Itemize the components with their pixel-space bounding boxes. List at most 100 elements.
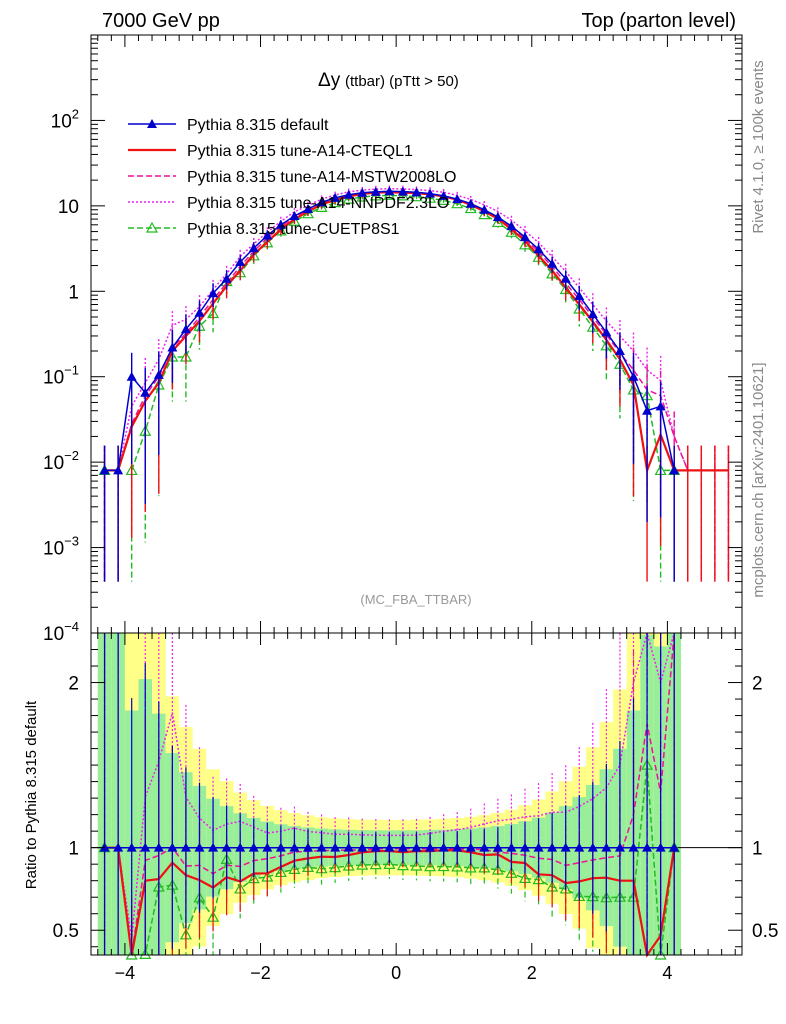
series-4-ratio-point (369, 858, 382, 870)
series-0-point (316, 197, 327, 207)
series-0-point (492, 212, 503, 222)
series-0-point (113, 465, 124, 475)
analysis-watermark: (MC_FBA_TTBAR) (360, 592, 471, 607)
series-0-ratio-point (560, 842, 571, 852)
series-0-point (425, 188, 436, 198)
x-tick-label: 4 (662, 963, 672, 983)
ratio-y-tick-label-left: 2 (68, 674, 79, 695)
series-0-point (587, 309, 598, 319)
series-0-point (411, 187, 422, 197)
series-4-point (451, 197, 464, 209)
series-0-ratio-point (126, 842, 137, 852)
series-0-ratio-point (655, 842, 666, 852)
series-0-ratio-point (262, 842, 273, 852)
series-0-ratio-point (492, 842, 503, 852)
main-plot-panel (98, 185, 730, 582)
series-4-ratio-point (139, 948, 152, 959)
series-0-ratio-point (479, 842, 490, 852)
legend: Pythia 8.315 default Pythia 8.315 tune-A1… (128, 117, 456, 238)
series-4-ratio-point (383, 858, 396, 870)
legend-marker (147, 119, 157, 128)
x-tick-label: 0 (391, 963, 401, 983)
series-0-point (140, 387, 151, 397)
x-tick-label: −4 (115, 963, 136, 983)
series-4-ratio-point (451, 860, 464, 872)
series-0-ratio-point (194, 842, 205, 852)
series-0-point (642, 405, 653, 415)
legend-entry: Pythia 8.315 tune-CUETP8S1 (187, 221, 400, 238)
plot-axes: −4 −2 0 2 4 10−4 10−3 10−2 10−1 1 10 102 0.5 0.5 1 1 2 2 (43, 34, 778, 983)
series-0-point (533, 244, 544, 254)
series-1-main (103, 188, 730, 582)
series-0-ratio-point (547, 842, 558, 852)
series-0-ratio-point (303, 842, 313, 852)
series-4-ratio-point (410, 859, 423, 871)
series-0-ratio-point (601, 842, 612, 852)
ratio-y-tick-label-right: 2 (752, 674, 763, 695)
series-2-main (103, 188, 730, 582)
series-0-point (221, 273, 232, 283)
series-0-ratio-point (452, 842, 463, 852)
series-0-point (452, 194, 463, 204)
series-0-point (628, 371, 639, 381)
series-0-ratio-point (370, 842, 381, 852)
series-0-point (343, 189, 354, 199)
ratio-y-tick-label-right: 1 (752, 839, 763, 860)
series-0-ratio-point (167, 842, 178, 852)
series-4-point (464, 202, 477, 214)
series-4-point (424, 191, 437, 203)
series-0-point (262, 230, 273, 240)
series-0-point (248, 243, 259, 253)
series-0-point (289, 211, 300, 221)
series-0-ratio-point (397, 842, 408, 852)
series-0-point (194, 307, 205, 317)
series-0-point (438, 190, 449, 200)
series-0-point (208, 288, 219, 298)
ratio-y-axis-label: Ratio to Pythia 8.315 default (23, 700, 40, 889)
plot-title: Δy (318, 70, 341, 91)
legend-entry: Pythia 8.315 tune-A14-MSTW2008LO (187, 169, 456, 186)
series-4-ratio-point (464, 861, 477, 873)
series-0-ratio-point (221, 842, 232, 852)
series-0-point (330, 192, 341, 202)
series-4-point (437, 194, 450, 205)
series-0-point (465, 198, 476, 208)
series-0-point (370, 186, 381, 196)
series-0-point (520, 232, 530, 242)
ratio-plot-panel (91, 630, 742, 960)
legend-entry: Pythia 8.315 default (187, 117, 329, 134)
series-0-ratio-point (574, 842, 585, 852)
series-4-point (478, 208, 491, 220)
main-y-tick-label: 10−4 (43, 619, 79, 645)
series-0-main (99, 186, 680, 582)
series-0-ratio-point (425, 842, 436, 852)
series-0-point (357, 187, 368, 197)
series-0-point (126, 371, 137, 381)
series-0-point (506, 221, 517, 231)
series-0-point (614, 345, 625, 355)
series-0-ratio-point (316, 842, 327, 852)
ratio-y-tick-label-left: 1 (68, 839, 79, 860)
series-0-ratio-point (587, 842, 598, 852)
series-0-ratio-point (248, 842, 259, 852)
series-0-point (574, 291, 585, 301)
main-y-tick-label: 10−1 (43, 363, 79, 389)
series-0-ratio-point (438, 842, 449, 852)
series-0-ratio-point (628, 842, 639, 852)
series-0-ratio-point (384, 842, 395, 852)
series-4-main (98, 189, 681, 582)
series-0-point (601, 327, 612, 337)
legend-entry: Pythia 8.315 tune-A14-NNPDF2.3LO (187, 195, 449, 212)
series-0-ratio-point (533, 842, 544, 852)
series-0-point (167, 342, 178, 352)
series-0-ratio-point (235, 842, 246, 852)
series-0-ratio-point (411, 842, 422, 852)
x-tick-label: 2 (527, 963, 537, 983)
series-0-ratio-point (343, 842, 354, 852)
series-0-point (397, 186, 408, 196)
series-0-ratio-point (642, 842, 653, 852)
series-0-point (99, 465, 110, 475)
series-0-ratio (99, 633, 680, 955)
legend-marker (145, 221, 159, 233)
